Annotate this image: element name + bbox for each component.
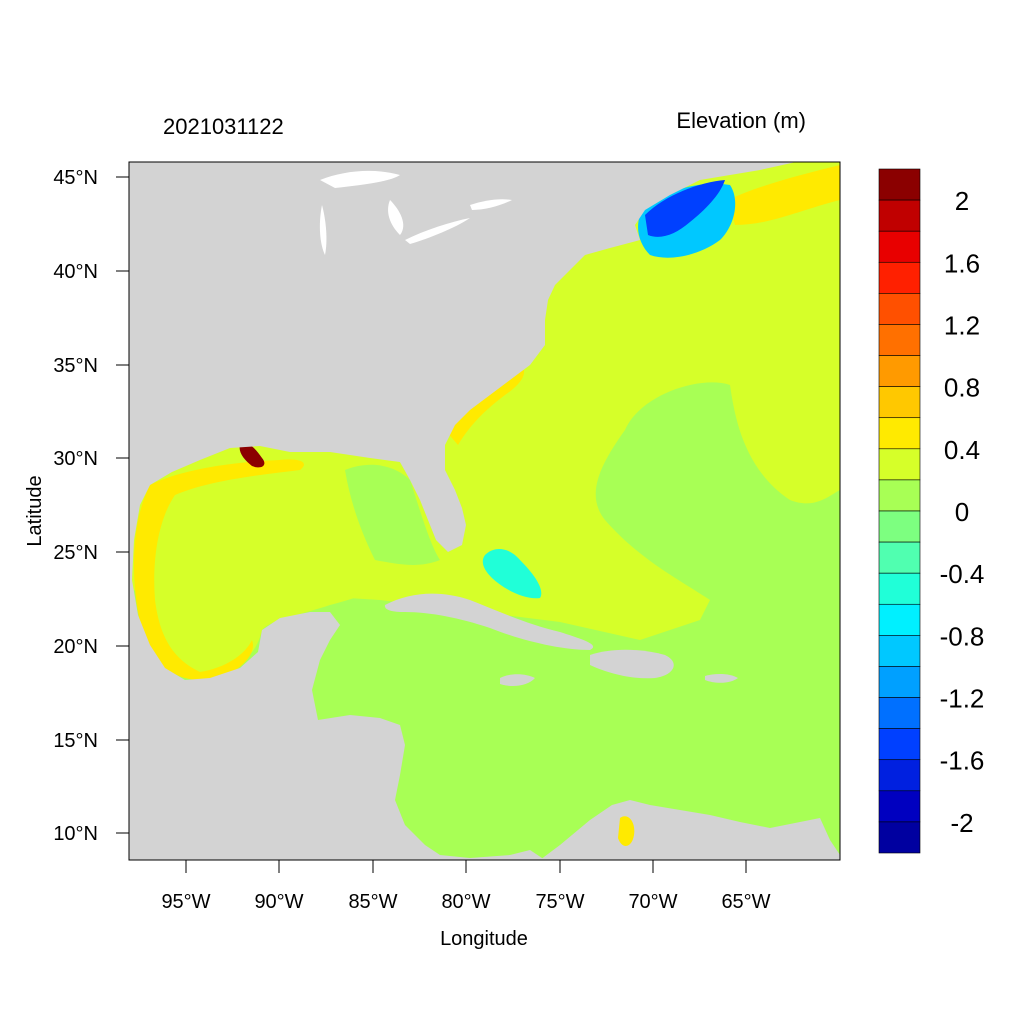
eastern-gulf-low bbox=[345, 464, 440, 565]
date-title: 2021031122 bbox=[163, 114, 284, 139]
colorbar-swatch bbox=[878, 697, 921, 729]
variable-title: Elevation (m) bbox=[676, 108, 806, 133]
longitude-axis: 95°W 90°W 85°W 80°W 75°W 70°W 65°W bbox=[161, 860, 771, 913]
colorbar-swatch bbox=[878, 386, 921, 419]
colorbar-swatch bbox=[878, 168, 921, 201]
colorbar-swatch bbox=[878, 790, 921, 823]
colorbar-label: 2 bbox=[955, 186, 969, 216]
colorbar-label: -0.4 bbox=[940, 559, 985, 589]
lat-tick-label: 35°N bbox=[53, 355, 98, 377]
jamaica-land bbox=[500, 674, 535, 686]
hispaniola-land bbox=[590, 649, 674, 679]
south-america-land bbox=[540, 800, 840, 860]
lat-tick-label: 30°N bbox=[53, 448, 98, 470]
lat-tick-label: 20°N bbox=[53, 636, 98, 658]
x-axis-label: Longitude bbox=[440, 928, 528, 950]
lat-tick-label: 25°N bbox=[53, 542, 98, 564]
lake-huron bbox=[388, 200, 404, 235]
colorbar-label: 0.4 bbox=[944, 435, 980, 465]
colorbar: 2 1.6 1.2 0.8 0.4 0 -0.4 -0.8 -1.2 -1.6 -2 bbox=[878, 168, 985, 854]
colorbar-swatch bbox=[878, 261, 921, 294]
lon-tick-label: 95°W bbox=[161, 891, 210, 913]
florida-land bbox=[400, 462, 458, 540]
colorbar-label: 0.8 bbox=[944, 373, 980, 403]
lake-michigan bbox=[319, 205, 327, 255]
colorbar-label: -0.8 bbox=[940, 621, 985, 651]
colorbar-swatch bbox=[878, 417, 921, 450]
colorbar-swatch bbox=[878, 759, 921, 792]
lon-tick-label: 90°W bbox=[254, 891, 303, 913]
maracaibo-surge bbox=[618, 816, 635, 846]
colorbar-swatch bbox=[878, 635, 921, 667]
north-america-land bbox=[129, 162, 796, 860]
lat-tick-label: 15°N bbox=[53, 730, 98, 752]
lon-tick-label: 70°W bbox=[628, 891, 677, 913]
louisiana-high-surge bbox=[239, 443, 265, 468]
lat-tick-label: 10°N bbox=[53, 823, 98, 845]
y-axis-label: Latitude bbox=[24, 475, 46, 546]
colorbar-swatch bbox=[878, 355, 921, 387]
colorbar-label: -2 bbox=[950, 808, 973, 838]
cuba-land bbox=[384, 593, 594, 650]
colorbar-swatch bbox=[878, 479, 921, 512]
colorbar-swatch bbox=[878, 541, 921, 574]
lon-tick-label: 75°W bbox=[535, 891, 584, 913]
plot-frame bbox=[128, 161, 841, 861]
colorbar-swatch bbox=[878, 448, 921, 481]
lake-superior bbox=[320, 170, 400, 188]
lake-ontario bbox=[470, 199, 512, 210]
colorbar-label: -1.2 bbox=[940, 684, 985, 714]
nova-scotia-surge bbox=[728, 165, 840, 225]
colorbar-swatch bbox=[878, 510, 921, 543]
lon-tick-label: 65°W bbox=[721, 891, 770, 913]
lake-erie bbox=[405, 218, 470, 244]
colorbar-swatch bbox=[878, 293, 921, 325]
latitude-axis: 45°N 40°N 35°N 30°N 25°N 20°N 15°N 10°N bbox=[53, 167, 129, 845]
colorbar-swatch bbox=[878, 572, 921, 605]
bahamas-negative bbox=[482, 548, 542, 599]
lon-tick-label: 80°W bbox=[441, 891, 490, 913]
gulf-of-maine-strong-negative bbox=[645, 180, 725, 237]
lat-tick-label: 40°N bbox=[53, 261, 98, 283]
colorbar-swatch bbox=[878, 603, 921, 636]
colorbar-label: 0 bbox=[955, 497, 969, 527]
colorbar-swatch bbox=[878, 324, 921, 356]
colorbar-label: 1.6 bbox=[944, 248, 980, 278]
land-masses bbox=[129, 162, 840, 860]
lat-tick-label: 45°N bbox=[53, 167, 98, 189]
colorbar-swatch bbox=[878, 199, 921, 232]
colorbar-label: -1.6 bbox=[940, 746, 985, 776]
puerto-rico-land bbox=[705, 673, 738, 683]
atlantic-coast-surge bbox=[445, 365, 525, 445]
colorbar-swatch bbox=[878, 821, 921, 854]
map-plot-area bbox=[129, 162, 840, 860]
colorbar-swatch bbox=[878, 666, 921, 698]
colorbar-swatch bbox=[878, 728, 921, 761]
lon-tick-label: 85°W bbox=[348, 891, 397, 913]
colorbar-label: 1.2 bbox=[944, 310, 980, 340]
colorbar-swatch bbox=[878, 230, 921, 263]
